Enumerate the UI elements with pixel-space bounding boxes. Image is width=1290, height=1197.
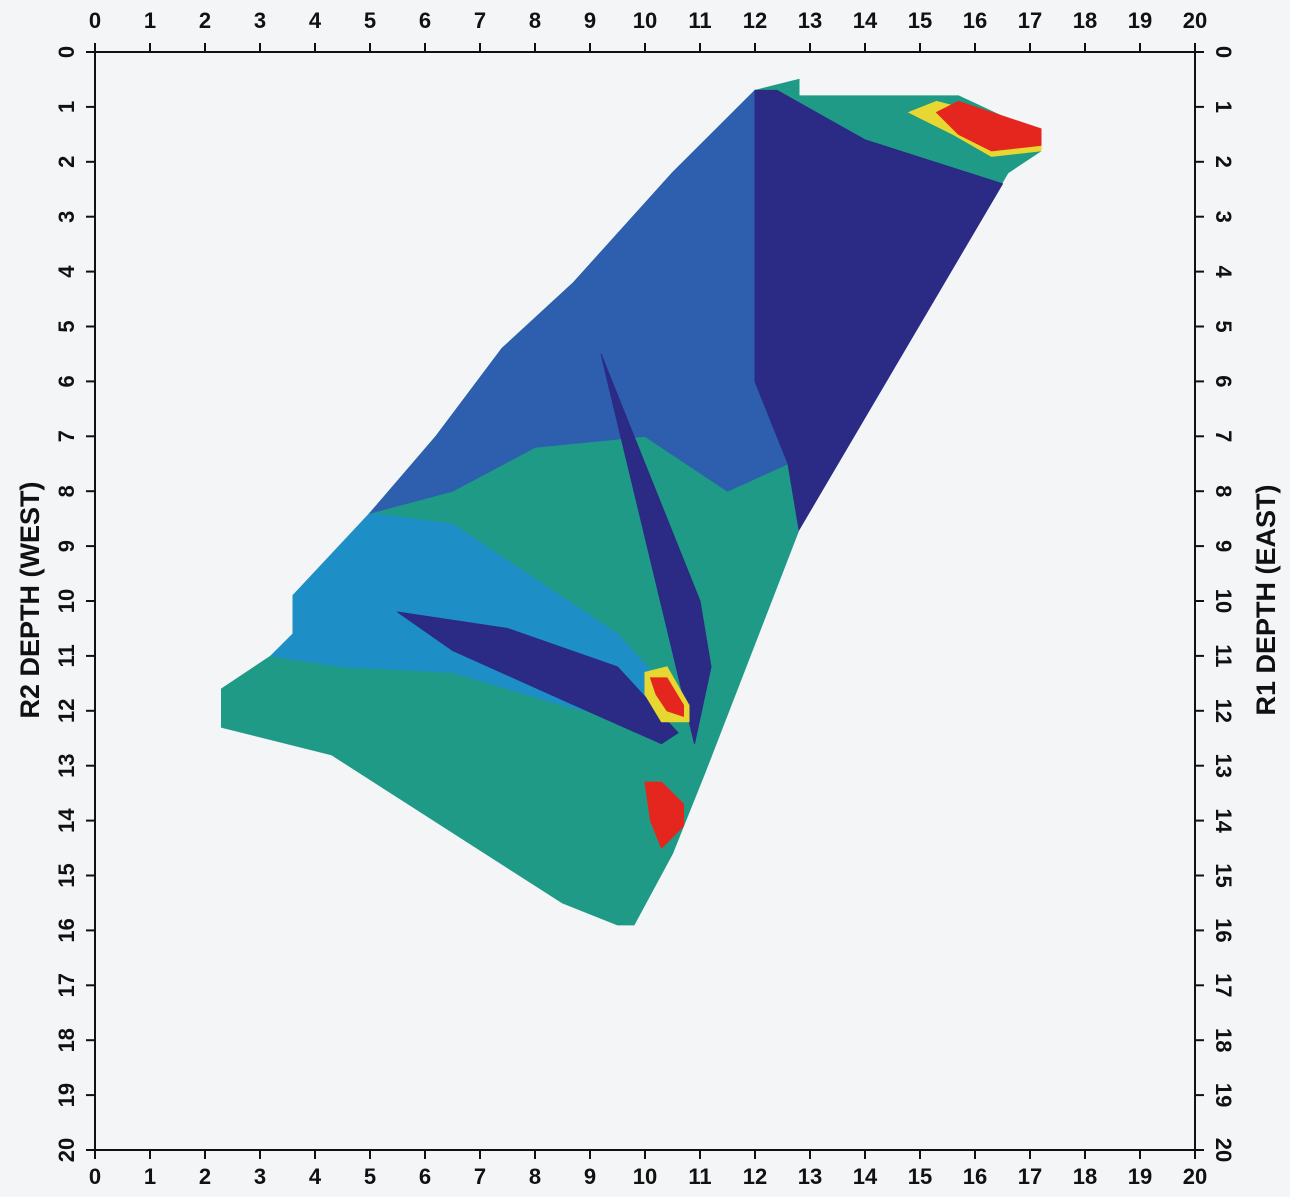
- x-tick-label-bottom: 2: [199, 1164, 211, 1189]
- y-tick-label-left: 10: [54, 589, 79, 613]
- y-tick-label-left: 6: [54, 375, 79, 387]
- y-tick-label-left: 15: [54, 863, 79, 887]
- y-tick-label-right: 15: [1211, 863, 1236, 887]
- y-tick-label-right: 0: [1211, 46, 1236, 58]
- y-tick-label-left: 2: [54, 156, 79, 168]
- x-tick-label-top: 4: [309, 8, 322, 33]
- y-tick-label-right: 6: [1211, 375, 1236, 387]
- y-tick-label-right: 11: [1211, 644, 1236, 667]
- x-tick-label-bottom: 17: [1018, 1164, 1042, 1189]
- y-tick-label-left: 11: [54, 644, 79, 667]
- x-tick-label-top: 19: [1128, 8, 1152, 33]
- chart: R2 DEPTH (WEST) R1 DEPTH (EAST) 00112233…: [0, 0, 1290, 1197]
- y-tick-label-right: 3: [1211, 211, 1236, 223]
- y-tick-label-left: 4: [54, 265, 79, 278]
- y-tick-label-right: 14: [1211, 808, 1236, 833]
- x-tick-label-top: 16: [963, 8, 987, 33]
- x-tick-label-top: 17: [1018, 8, 1042, 33]
- x-tick-label-bottom: 13: [798, 1164, 822, 1189]
- y2-axis-title: R1 DEPTH (EAST): [1251, 484, 1281, 715]
- x-tick-label-bottom: 12: [743, 1164, 767, 1189]
- x-tick-label-top: 13: [798, 8, 822, 33]
- x-tick-label-bottom: 20: [1183, 1164, 1207, 1189]
- x-tick-label-bottom: 10: [633, 1164, 657, 1189]
- x-tick-label-bottom: 4: [309, 1164, 322, 1189]
- y-tick-label-right: 8: [1211, 485, 1236, 497]
- x-tick-label-top: 6: [419, 8, 431, 33]
- x-tick-label-top: 0: [89, 8, 101, 33]
- y-tick-label-left: 20: [54, 1138, 79, 1162]
- x-tick-label-bottom: 7: [474, 1164, 486, 1189]
- x-tick-label-bottom: 6: [419, 1164, 431, 1189]
- y-tick-label-right: 17: [1211, 973, 1236, 997]
- y-tick-label-right: 18: [1211, 1028, 1236, 1052]
- y-tick-label-left: 13: [54, 753, 79, 777]
- y-tick-label-left: 3: [54, 211, 79, 223]
- x-tick-label-bottom: 11: [688, 1164, 711, 1189]
- x-tick-label-top: 7: [474, 8, 486, 33]
- y-tick-label-right: 9: [1211, 540, 1236, 552]
- x-tick-label-bottom: 1: [144, 1164, 156, 1189]
- y-tick-label-left: 19: [54, 1083, 79, 1107]
- y-tick-label-left: 5: [54, 320, 79, 332]
- x-tick-label-bottom: 5: [364, 1164, 376, 1189]
- y-tick-label-right: 13: [1211, 753, 1236, 777]
- x-tick-label-top: 15: [908, 8, 932, 33]
- x-tick-label-bottom: 8: [529, 1164, 541, 1189]
- y-tick-label-left: 8: [54, 485, 79, 497]
- y-axis-title: R2 DEPTH (WEST): [15, 481, 45, 718]
- y-tick-label-left: 14: [54, 808, 79, 833]
- x-tick-label-bottom: 16: [963, 1164, 987, 1189]
- y-tick-label-left: 18: [54, 1028, 79, 1052]
- y-tick-label-right: 2: [1211, 156, 1236, 168]
- x-tick-label-top: 18: [1073, 8, 1097, 33]
- y-tick-label-right: 16: [1211, 918, 1236, 942]
- y-tick-label-right: 19: [1211, 1083, 1236, 1107]
- y-tick-label-left: 7: [54, 430, 79, 442]
- x-tick-label-bottom: 14: [853, 1164, 878, 1189]
- x-tick-label-bottom: 15: [908, 1164, 932, 1189]
- x-tick-label-top: 8: [529, 8, 541, 33]
- x-tick-label-top: 14: [853, 8, 878, 33]
- y-tick-label-right: 4: [1211, 265, 1236, 278]
- y-tick-label-left: 16: [54, 918, 79, 942]
- x-tick-label-bottom: 9: [584, 1164, 596, 1189]
- x-tick-label-bottom: 0: [89, 1164, 101, 1189]
- x-tick-label-top: 9: [584, 8, 596, 33]
- y-tick-label-right: 5: [1211, 320, 1236, 332]
- y-tick-label-right: 20: [1211, 1138, 1236, 1162]
- x-tick-label-bottom: 3: [254, 1164, 266, 1189]
- x-tick-label-bottom: 19: [1128, 1164, 1152, 1189]
- y-tick-label-left: 12: [54, 699, 79, 723]
- y-tick-label-left: 17: [54, 973, 79, 997]
- x-tick-label-top: 10: [633, 8, 657, 33]
- y-tick-label-left: 9: [54, 540, 79, 552]
- x-tick-label-top: 3: [254, 8, 266, 33]
- x-tick-label-bottom: 18: [1073, 1164, 1097, 1189]
- x-tick-label-top: 11: [688, 8, 711, 33]
- y-tick-label-left: 1: [54, 101, 79, 113]
- y-tick-label-right: 7: [1211, 430, 1236, 442]
- x-tick-label-top: 12: [743, 8, 767, 33]
- y-tick-label-left: 0: [54, 46, 79, 58]
- y-tick-label-right: 1: [1211, 101, 1236, 113]
- y-tick-label-right: 12: [1211, 699, 1236, 723]
- x-tick-label-top: 5: [364, 8, 376, 33]
- x-tick-label-top: 1: [144, 8, 156, 33]
- x-tick-label-top: 20: [1183, 8, 1207, 33]
- x-tick-label-top: 2: [199, 8, 211, 33]
- y-tick-label-right: 10: [1211, 589, 1236, 613]
